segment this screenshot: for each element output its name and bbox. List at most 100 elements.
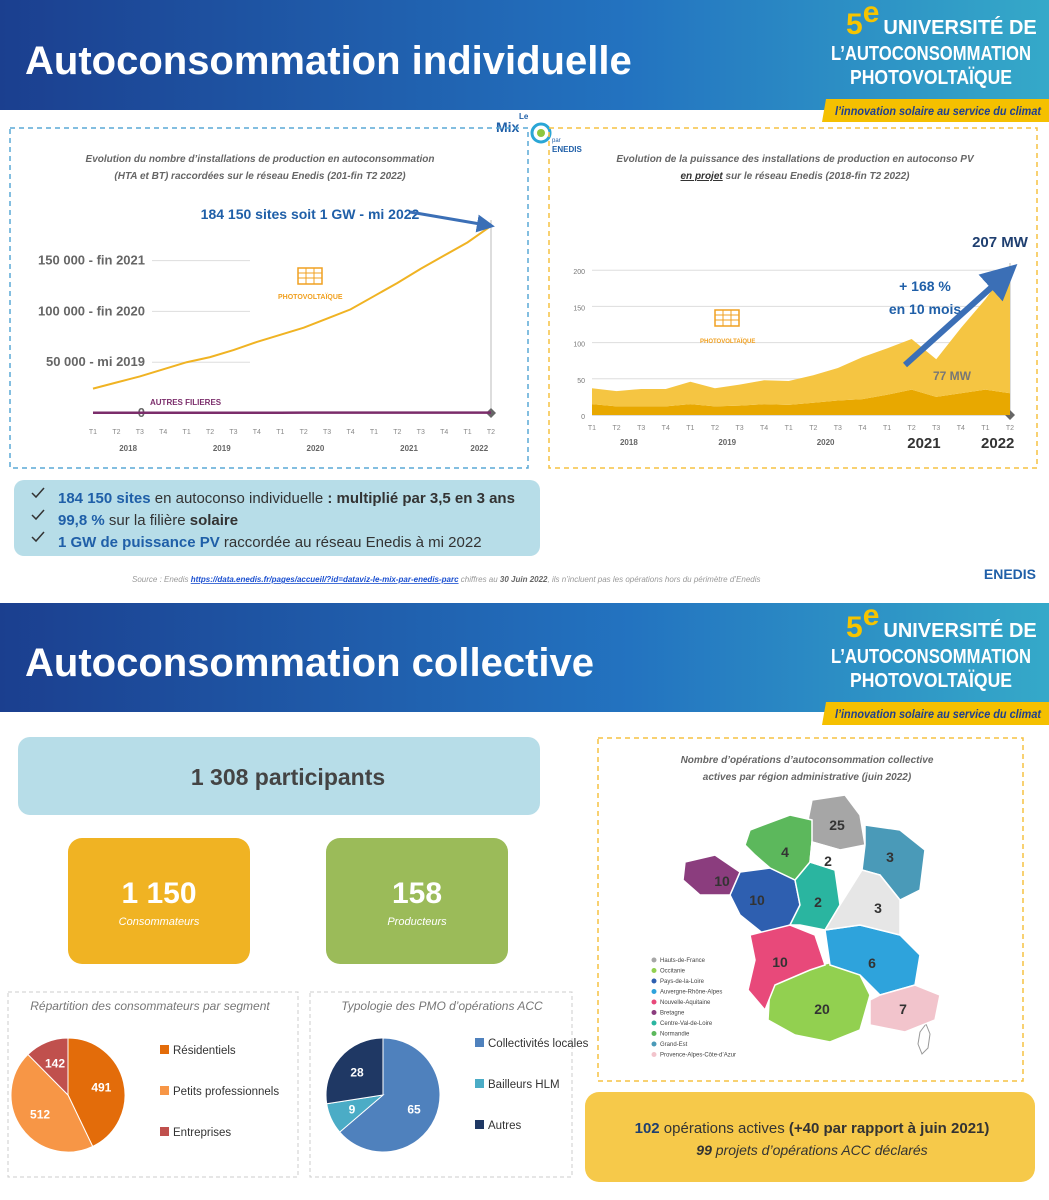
annotation: 77 MW <box>933 369 972 383</box>
summary-number: 102 <box>635 1120 660 1137</box>
annotation: en 10 mois <box>889 301 962 317</box>
source-text: chiffres au <box>459 575 500 584</box>
x-tick-label: T1 <box>89 429 97 436</box>
chart-title: Evolution du nombre d’installations de p… <box>86 154 435 165</box>
legend-label: Centre-Val-de-Loire <box>660 1021 713 1027</box>
card <box>326 838 508 964</box>
legend-label: Grand-Est <box>660 1042 688 1048</box>
x-tick-label: T1 <box>183 429 191 436</box>
bullet: 184 150 sites en autoconso individuelle … <box>58 490 515 507</box>
map: 25 Hauts-de-France 20 Occitanie 10 Pays-de-la… <box>651 794 941 1059</box>
legend-swatch <box>160 1127 169 1136</box>
region-value: 10 <box>749 892 765 908</box>
series-label: PHOTOVOLTAÏQUE <box>278 293 343 301</box>
summary-text: opérations actives <box>660 1120 789 1137</box>
x-tick-label: T2 <box>112 429 120 436</box>
series-area <box>592 389 1010 415</box>
region-value: 25 <box>829 817 845 833</box>
legend-label: Bretagne <box>660 1011 685 1017</box>
x-group-label: 2022 <box>470 444 488 453</box>
pie-slice <box>27 1037 69 1097</box>
subtitle-part: sur le réseau Enedis (2018-fin T2 2022) <box>723 171 910 182</box>
bullet-text: sur la filière <box>105 512 190 529</box>
card <box>68 838 250 964</box>
legend-label: Entreprises <box>173 1127 231 1139</box>
source-link[interactable]: https://data.enedis.fr/pages/accueil/?id… <box>191 575 459 584</box>
header-band <box>0 0 1049 110</box>
x-tick-label: T3 <box>735 425 743 432</box>
projects-number: 99 <box>696 1142 712 1158</box>
y-tick-label: 150 000 - fin 2021 <box>38 253 145 268</box>
legend-label: Normandie <box>660 1032 690 1038</box>
tagline: l’innovation solaire au service du clima… <box>835 106 1042 118</box>
y-tick-label: 50 000 - mi 2019 <box>46 354 145 369</box>
map-title: actives par région administrative (juin … <box>703 772 912 783</box>
chart-subtitle: en projet sur le réseau Enedis (2018-fin… <box>681 171 911 182</box>
region-value: 20 <box>814 1001 830 1017</box>
bullet-strong: 99,8 % <box>58 512 105 529</box>
pie-value: 28 <box>350 1066 364 1080</box>
slide-title: Autoconsommation collective <box>25 641 594 685</box>
map-title: Nombre d’opérations d’autoconsommation c… <box>681 755 934 766</box>
x-tick-label: T1 <box>276 429 284 436</box>
chart-frame <box>9 127 529 469</box>
pie-pmo: Typologie des PMO d’opérations ACC 65 Coll… <box>325 999 589 1153</box>
x-tick-label: T2 <box>206 429 214 436</box>
badge-line1: UNIVERSITÉ DE <box>883 619 1036 642</box>
x-tick-label: T4 <box>662 425 670 432</box>
pv-icon <box>297 267 323 285</box>
x-tick-label: T1 <box>883 425 891 432</box>
slide-title: Autoconsommation individuelle <box>25 39 632 83</box>
x-tick-label: T2 <box>908 425 916 432</box>
pie-value: 491 <box>91 1080 111 1094</box>
x-tick-label: T1 <box>785 425 793 432</box>
bullet-text: en autoconso individuelle <box>151 490 328 507</box>
x-tick-label: T4 <box>159 429 167 436</box>
tagline-band <box>822 99 1049 122</box>
region-value: 3 <box>874 900 882 916</box>
x-tick-label: T4 <box>346 429 354 436</box>
pie-frame <box>309 991 573 1178</box>
annotation: 207 MW <box>972 234 1029 251</box>
x-tick-label: T2 <box>613 425 621 432</box>
badge-number: 5 <box>846 8 863 41</box>
badge-line1: UNIVERSITÉ DE <box>883 16 1036 39</box>
x-tick-label: T3 <box>834 425 842 432</box>
annotation: + 168 % <box>899 278 951 294</box>
badge-line: 5e UNIVERSITÉ DE <box>846 0 1037 41</box>
legend-dot <box>651 1020 657 1026</box>
tagline-band <box>822 702 1049 725</box>
legend-label: Nouvelle-Aquitaine <box>660 1000 711 1006</box>
region-shape <box>747 924 826 1012</box>
legend-label: Provence-Alpes-Côte-d’Azur <box>660 1053 736 1059</box>
logo-name: Mix <box>496 119 520 135</box>
x-tick-label: T2 <box>1006 425 1014 432</box>
chart-installations: Evolution du nombre d’installations de p… <box>38 154 496 453</box>
region-shape <box>682 854 741 896</box>
pie-value: 512 <box>30 1108 50 1122</box>
badge-suffix: e <box>863 599 880 632</box>
legend-swatch <box>160 1045 169 1054</box>
x-tick-label: T4 <box>957 425 965 432</box>
participants-box <box>18 737 540 815</box>
logo-by: par <box>552 138 561 144</box>
series-label: AUTRES FILIERES <box>150 398 222 407</box>
x-tick-label: T4 <box>440 429 448 436</box>
region-value: 2 <box>814 894 822 910</box>
legend-dot <box>651 999 657 1005</box>
x-group-label: 2021 <box>400 444 418 453</box>
y-tick-label: 150 <box>573 305 585 312</box>
legend-dot <box>651 1031 657 1036</box>
chart-title: Typologie des PMO d’opérations ACC <box>341 999 543 1013</box>
card-value: 1 150 <box>121 877 196 910</box>
pie-slice <box>67 1037 126 1148</box>
legend-swatch <box>475 1079 484 1088</box>
y-tick-label: 0 <box>581 414 585 421</box>
legend-label: Pays-de-la-Loire <box>660 979 705 985</box>
bullets-box <box>14 480 540 556</box>
card-value: 158 <box>392 877 442 910</box>
legend-label: Collectivités locales <box>488 1038 589 1050</box>
x-tick-label: T1 <box>981 425 989 432</box>
y-tick-label: 200 <box>573 269 585 276</box>
